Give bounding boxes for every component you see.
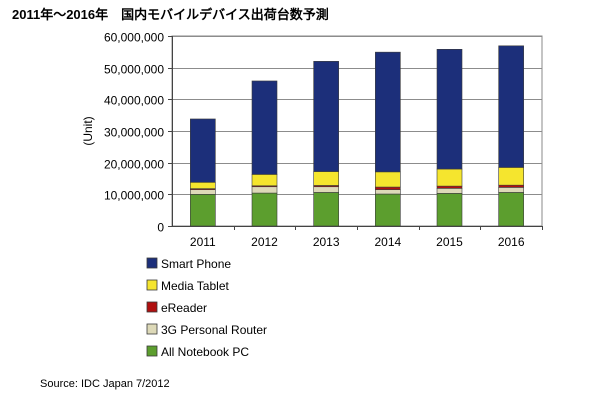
bar-segment — [375, 51, 401, 173]
legend-swatch — [146, 323, 158, 335]
y-tick-label: 10,000,000 — [104, 189, 164, 203]
legend-label: 3G Personal Router — [161, 323, 267, 337]
y-tick-label: 0 — [157, 221, 164, 235]
source-note: Source: IDC Japan 7/2012 — [40, 378, 170, 390]
bar-segment — [498, 167, 524, 186]
bars-layer — [190, 45, 524, 227]
bar-segment — [251, 80, 278, 175]
legend-swatch — [146, 345, 158, 357]
bar-segment — [436, 188, 463, 194]
legend-label: Media Tablet — [161, 279, 229, 293]
bar-segment — [190, 194, 216, 227]
y-tick-label: 50,000,000 — [104, 63, 164, 77]
bar-segment — [313, 186, 339, 193]
bar-segment — [436, 193, 463, 227]
bar-segment — [313, 61, 339, 172]
bar-segment — [251, 192, 278, 227]
bar-segment — [313, 171, 339, 186]
y-tick-label: 60,000,000 — [104, 31, 164, 45]
x-tick-label: 2012 — [251, 235, 278, 249]
legend-label: Smart Phone — [161, 257, 231, 271]
bar-segment — [190, 118, 216, 183]
bar-segment — [436, 48, 463, 170]
y-tick-label: 20,000,000 — [104, 158, 164, 172]
axes-layer: 0 10,000,000 20,000,000 30,000,000 40,000,00… — [81, 31, 543, 249]
x-tick-label: 2015 — [436, 235, 463, 249]
bar-segment — [436, 185, 463, 189]
bar-segment — [375, 189, 401, 195]
y-tick-label: 40,000,000 — [104, 94, 164, 108]
legend-label: eReader — [161, 301, 207, 315]
legend-swatch — [146, 301, 158, 313]
bar-segment — [498, 45, 524, 168]
x-tick-label: 2013 — [313, 235, 340, 249]
y-axis-title: (Unit) — [81, 116, 95, 145]
legend-swatch — [146, 279, 158, 291]
bar-segment — [498, 187, 524, 193]
bar-segment — [375, 186, 401, 190]
x-tick-label: 2014 — [374, 235, 401, 249]
grid-layer — [171, 35, 543, 227]
bar-segment — [251, 174, 278, 187]
x-tick-label: 2016 — [498, 235, 525, 249]
bar-segment — [190, 182, 216, 189]
legend-label: All Notebook PC — [161, 345, 249, 359]
bar-segment — [375, 193, 401, 227]
legend-swatch — [146, 257, 158, 269]
legend-layer: Smart Phone Media Tablet eReader 3G Persona… — [146, 257, 267, 359]
bar-segment — [498, 184, 524, 188]
bar-segment — [498, 192, 524, 227]
bar-segment — [190, 189, 216, 195]
bar-segment — [313, 192, 339, 227]
bar-segment — [436, 168, 463, 187]
bar-segment — [251, 186, 278, 194]
x-tick-label: 2011 — [190, 235, 216, 249]
chart-title: 2011年～2016年 国内モバイルデバイス出荷台数予測 — [12, 7, 329, 22]
bar-segment — [375, 171, 401, 188]
y-tick-label: 30,000,000 — [104, 126, 164, 140]
